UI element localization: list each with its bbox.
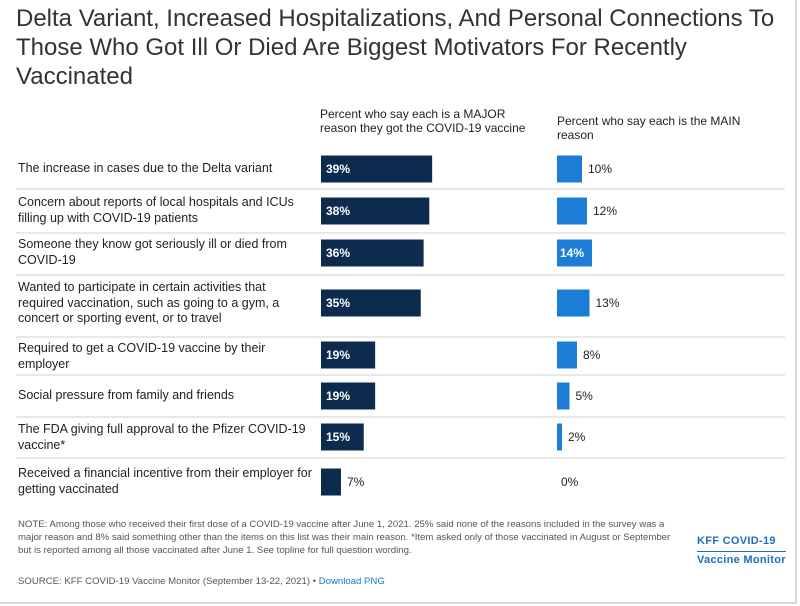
major-bar	[321, 341, 376, 369]
main-bar	[557, 382, 570, 410]
major-bar	[321, 197, 430, 225]
main-bar	[557, 423, 562, 451]
chart-title: Delta Variant, Increased Hospitalization…	[16, 5, 775, 90]
row-label: The increase in cases due to the Delta v…	[18, 161, 273, 175]
major-bar	[321, 239, 424, 267]
source-text: SOURCE: KFF COVID-19 Vaccine Monitor (Se…	[18, 576, 319, 587]
main-value-label: 5%	[576, 389, 594, 403]
row-label: Social pressure from family and friends	[18, 388, 235, 402]
main-value-label: 12%	[593, 204, 617, 218]
main-value-label: 2%	[568, 430, 586, 444]
major-reason-column-header: Percent who say each is a MAJOR reason t…	[320, 107, 526, 135]
brand-line-2: Vaccine Monitor	[697, 551, 786, 568]
main-value-label: 10%	[588, 162, 612, 176]
major-value-label: 39%	[326, 162, 350, 176]
main-bar	[557, 197, 587, 225]
major-value-label: 35%	[326, 296, 350, 310]
download-png-link[interactable]: Download PNG	[318, 576, 385, 587]
chart-note: NOTE: Among those who received their fir…	[18, 519, 671, 556]
row-label: Wanted to participate in certain activit…	[18, 280, 280, 325]
major-bar	[321, 423, 364, 451]
major-value-label: 19%	[326, 348, 350, 362]
major-value-label: 36%	[326, 246, 350, 260]
brand-line-1: KFF COVID-19	[697, 535, 776, 547]
row-label: Concern about reports of local hospitals…	[18, 195, 294, 225]
major-value-label: 15%	[326, 430, 350, 444]
major-value-label: 38%	[326, 204, 350, 218]
main-bar	[557, 155, 582, 183]
chart-source: SOURCE: KFF COVID-19 Vaccine Monitor (Se…	[18, 575, 385, 588]
row-label: Received a financial incentive from thei…	[18, 466, 312, 496]
major-bar	[321, 382, 376, 410]
main-bar	[557, 289, 590, 317]
main-value-label: 14%	[560, 246, 584, 260]
kff-brand-logo[interactable]: KFF COVID-19 Vaccine Monitor	[697, 534, 786, 568]
row-label: Required to get a COVID-19 vaccine by th…	[18, 341, 266, 371]
main-reason-column-header: Percent who say each is the MAIN reason	[557, 114, 741, 142]
main-bar	[557, 239, 592, 267]
main-value-label: 13%	[596, 296, 620, 310]
major-value-label: 19%	[326, 389, 350, 403]
main-value-label: 0%	[561, 475, 579, 489]
row-label: Someone they know got seriously ill or d…	[18, 237, 287, 267]
row-label: The FDA giving full approval to the Pfiz…	[18, 422, 306, 452]
main-value-label: 8%	[583, 348, 601, 362]
major-bar	[321, 289, 421, 317]
major-bar	[321, 155, 433, 183]
major-value-label: 7%	[347, 475, 365, 489]
main-bar	[557, 341, 577, 369]
major-bar	[321, 468, 341, 496]
